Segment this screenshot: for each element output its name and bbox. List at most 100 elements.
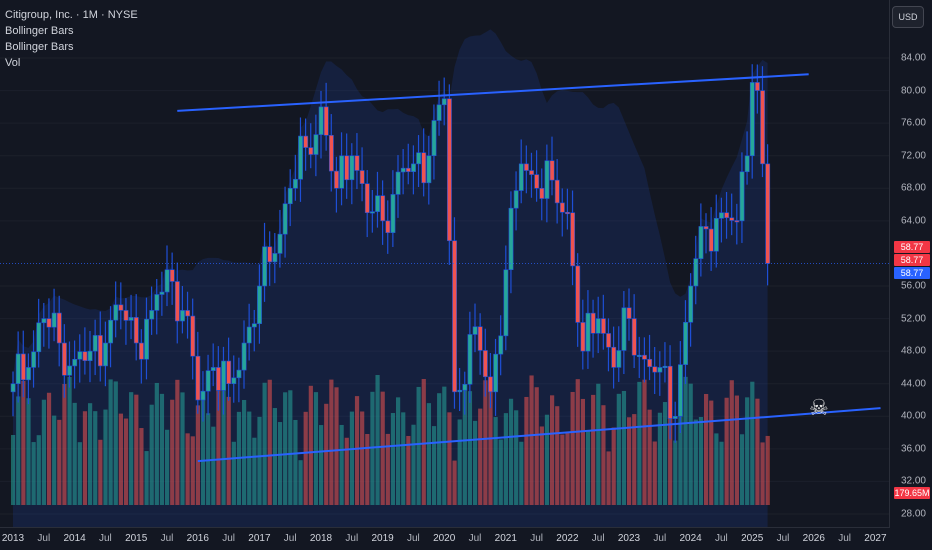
volume-bar: [498, 439, 503, 505]
candle-body: [31, 351, 37, 368]
candle-body: [164, 269, 170, 293]
volume-bar: [165, 429, 170, 505]
candle-body: [467, 334, 473, 385]
candle-body: [118, 304, 124, 311]
price-label-label-2: 58.77: [894, 254, 930, 267]
candle-body: [400, 167, 406, 173]
volume-bar: [416, 386, 421, 505]
price-axis[interactable]: USD 84.00 80.00 76.00 72.00 68.00 64.00 56.00 5…: [889, 0, 932, 528]
candle-body: [652, 366, 658, 373]
chart-area[interactable]: Citigroup, Inc. · 1M · NYSE Bollinger Ba…: [0, 0, 890, 528]
price-tick-label: 72.00: [900, 150, 926, 162]
time-tick-label: 2020: [433, 533, 456, 544]
price-chart[interactable]: [0, 0, 890, 528]
time-tick-label: 2014: [63, 533, 86, 544]
candle-body: [601, 318, 606, 334]
volume-bar: [442, 386, 447, 505]
currency-button[interactable]: USD: [892, 6, 924, 28]
indicator-volume[interactable]: Vol: [5, 57, 21, 69]
candle-body: [755, 82, 760, 91]
volume-bar: [360, 411, 365, 505]
volume-bar: [154, 382, 159, 505]
candle-body: [708, 228, 714, 252]
candle-body: [575, 265, 581, 323]
volume-bar: [621, 390, 627, 505]
volume-bar: [488, 383, 493, 505]
volume-bar: [57, 419, 62, 505]
volume-bar: [46, 392, 52, 505]
volume-bar: [149, 404, 154, 505]
candle-body: [169, 269, 175, 282]
candle-body: [539, 187, 545, 199]
candle-body: [231, 377, 237, 385]
time-tick-label: Jul: [345, 533, 359, 544]
volume-bar: [570, 391, 575, 505]
volume-bar: [108, 379, 113, 505]
candle-body: [657, 367, 663, 373]
candle-body: [226, 360, 232, 385]
candle-body: [606, 333, 611, 348]
volume-bar: [221, 375, 226, 505]
volume-bar: [437, 393, 442, 505]
candle-body: [149, 310, 155, 320]
candle-body: [293, 178, 298, 189]
volume-bar: [534, 387, 539, 505]
candle-body: [482, 350, 488, 378]
time-tick-label: Jul: [222, 533, 235, 544]
time-tick-label: Jul: [530, 533, 543, 544]
volume-bar: [206, 413, 211, 505]
candle-body: [565, 211, 570, 215]
volume-bar: [642, 379, 647, 505]
indicator-bollinger-1[interactable]: Bollinger Bars: [5, 25, 74, 37]
candle-body: [139, 342, 144, 360]
candle-body: [318, 106, 324, 135]
candle-body: [159, 291, 165, 295]
candle-body: [662, 365, 668, 369]
volume-bar: [98, 439, 103, 505]
volume-bar: [406, 435, 411, 505]
symbol-title[interactable]: Citigroup, Inc. · 1M · NYSE: [5, 9, 138, 21]
time-tick-label: 2015: [125, 533, 148, 544]
price-tick-label: 44.00: [900, 378, 926, 390]
volume-bar: [175, 379, 180, 505]
volume-bar: [565, 433, 570, 505]
candle-body: [210, 367, 216, 371]
candle-body: [749, 82, 755, 157]
volume-bar: [62, 383, 67, 505]
candle-body: [154, 294, 160, 311]
volume-bar: [555, 406, 560, 505]
time-tick-label: 2025: [741, 533, 764, 544]
time-tick-label: Jul: [468, 533, 482, 544]
candle-body: [344, 155, 350, 181]
volume-bar: [170, 399, 175, 505]
volume-bar: [529, 375, 534, 505]
candle-body: [518, 163, 524, 191]
volume-bar: [344, 437, 349, 505]
trendline: [197, 407, 881, 463]
candle-body: [636, 354, 642, 357]
volume-bar: [714, 433, 719, 505]
volume-bar: [739, 434, 745, 505]
volume-bar: [734, 395, 739, 505]
volume-bar: [765, 435, 770, 505]
indicator-bollinger-2[interactable]: Bollinger Bars: [5, 41, 74, 53]
candle-body: [123, 310, 129, 321]
volume-bar: [31, 442, 36, 505]
candle-body: [257, 285, 262, 324]
candle-body: [41, 318, 47, 324]
volume-bar: [82, 411, 88, 505]
candle-body: [72, 358, 78, 367]
time-axis[interactable]: 2013 Jul 2014 Jul 2015 Jul 2016 Jul 2017 Jul 2018 J…: [0, 527, 890, 550]
candle-body: [405, 167, 411, 172]
volume-bar: [380, 391, 385, 505]
candle-body: [262, 246, 268, 287]
volume-bar: [216, 387, 221, 505]
candle-body: [205, 370, 211, 392]
volume-bar: [550, 395, 555, 505]
candle-body: [241, 342, 247, 371]
volume-bar: [139, 428, 144, 505]
volume-bar: [26, 398, 31, 505]
time-tick-label: Jul: [283, 533, 297, 544]
candle-body: [760, 90, 765, 165]
candle-body: [87, 350, 93, 361]
